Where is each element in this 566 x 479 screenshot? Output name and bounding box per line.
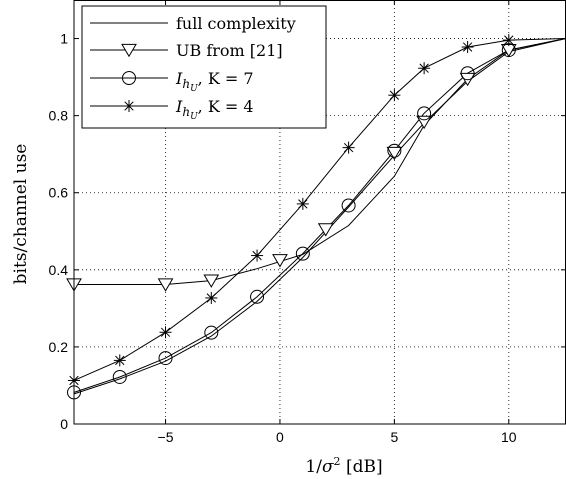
series-3-marker (502, 34, 515, 47)
legend-marker-shape (122, 71, 136, 85)
legend-marker-star (123, 100, 135, 112)
legend-marker-triangle (121, 43, 137, 58)
ticks: −5 0 5 10 0 0.2 0.4 0.6 0.8 1 (49, 0, 566, 445)
series-1-marker (386, 146, 403, 161)
y-tick-label: 0.8 (49, 108, 69, 124)
y-tick-label: 1 (60, 31, 68, 47)
star-stroke (252, 250, 262, 261)
legend-label: UB from [21] (176, 41, 283, 60)
y-tick-label: 0.6 (49, 185, 69, 201)
series-1-marker (272, 254, 288, 268)
series-2-marker (158, 351, 173, 366)
y-tick-label: 0.4 (49, 262, 69, 278)
series-3-marker (251, 249, 264, 262)
legend-entry-full-complexity: full complexity (90, 14, 296, 33)
legend-entry-k7: IhU, K = 7 (90, 69, 254, 94)
series-3-marker (205, 291, 218, 304)
star-stroke (160, 327, 171, 337)
series-2-marker (112, 369, 127, 384)
series-3-marker (296, 197, 309, 210)
series-markers (66, 34, 517, 400)
series-1-marker (157, 278, 174, 292)
star-stroke (419, 63, 429, 73)
series-3-marker (418, 62, 431, 75)
star-stroke (206, 293, 216, 303)
series-2-marker (341, 198, 356, 213)
series-2-marker (295, 246, 310, 261)
legend-entry-ub: UB from [21] (90, 41, 283, 60)
x-tick-label: 0 (276, 429, 284, 445)
series-3-marker (388, 89, 401, 102)
star-stroke (343, 142, 354, 153)
legend-label: full complexity (176, 14, 296, 33)
series-1-marker (203, 274, 220, 288)
y-tick-label: 0 (60, 416, 68, 432)
series-line-3 (73, 38, 566, 381)
series-2-marker (250, 289, 265, 304)
legend-box (81, 5, 327, 129)
star-stroke (115, 355, 125, 366)
series-3-marker (113, 354, 126, 367)
legend-label-k7: IhU, K = 7 (175, 69, 254, 94)
star-stroke (504, 35, 514, 45)
legend-entry-k4: IhU, K = 4 (90, 97, 254, 122)
star-stroke (389, 90, 400, 100)
series-3-marker (342, 141, 355, 154)
series-3-marker (159, 326, 172, 339)
series-3-marker (461, 41, 474, 54)
x-axis-label: 1/σ2 [dB] (305, 455, 382, 477)
series-2-marker (460, 66, 475, 81)
x-tick-label: −5 (158, 429, 174, 445)
legend-marker-circle (122, 71, 136, 85)
legend: full complexity UB from [21] IhU, K = 7 … (81, 5, 327, 129)
series-line-1 (74, 38, 566, 285)
series-2-marker (387, 143, 402, 158)
legend-marker-shape (123, 100, 135, 112)
legend-label-k4: IhU, K = 4 (175, 97, 254, 122)
x-tick-label: 10 (501, 429, 517, 445)
series-1-marker (317, 223, 334, 237)
grid (74, 0, 566, 424)
star-stroke (124, 101, 134, 111)
series-2-marker (204, 325, 219, 340)
star-stroke (462, 42, 473, 52)
legend-marker-shape (121, 43, 137, 58)
x-tick-label: 5 (390, 429, 398, 445)
y-axis-label: bits/channel use (11, 144, 31, 285)
star-stroke (298, 199, 308, 209)
series-2-marker (417, 106, 432, 121)
y-tick-label: 0.2 (49, 339, 69, 355)
